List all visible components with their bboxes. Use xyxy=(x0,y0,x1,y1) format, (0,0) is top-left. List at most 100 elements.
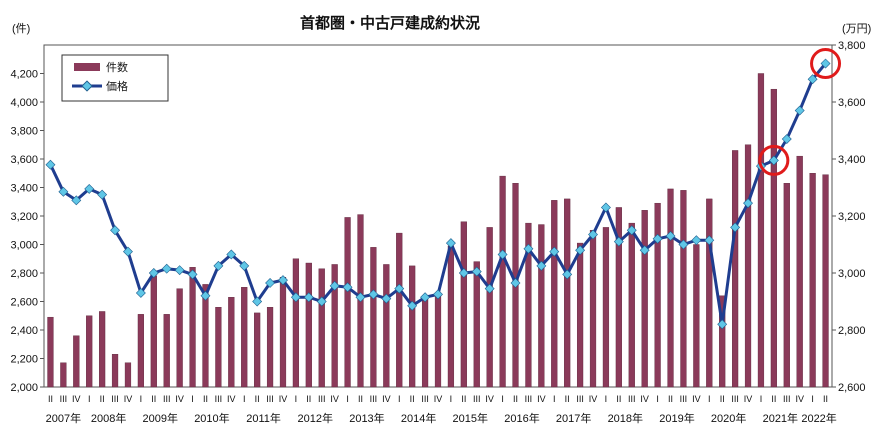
quarter-label: IV xyxy=(279,394,288,404)
bar xyxy=(719,295,726,388)
price-point xyxy=(665,231,676,241)
highlights xyxy=(758,48,842,176)
year-label: 2010年 xyxy=(194,411,229,425)
year-label: 2020年 xyxy=(711,411,746,425)
quarter-label: III xyxy=(783,394,791,404)
price-point xyxy=(433,289,443,300)
highlight-circle xyxy=(810,48,842,80)
quarter-label: IV xyxy=(382,394,391,404)
quarter-label: III xyxy=(421,394,429,404)
bar xyxy=(215,307,222,388)
quarter-label: III xyxy=(318,394,326,404)
right-axis-unit: (万円) xyxy=(842,23,871,35)
price-point xyxy=(536,260,547,271)
bar xyxy=(615,207,622,388)
quarter-label: II xyxy=(771,394,776,404)
quarter-label: I xyxy=(88,394,91,404)
quarter-label: I xyxy=(708,394,711,404)
year-label: 2021年 xyxy=(763,411,798,425)
price-point xyxy=(820,58,831,69)
year-label: 2012年 xyxy=(298,411,333,425)
quarter-label: I xyxy=(295,394,298,404)
quarter-label: III xyxy=(370,394,378,404)
right-tick-label: 3,000 xyxy=(838,268,866,280)
year-label: 2019年 xyxy=(659,411,694,425)
quarter-label: II xyxy=(151,394,156,404)
year-label: 2013年 xyxy=(349,411,384,425)
quarter-label: IV xyxy=(795,394,804,404)
price-point xyxy=(600,202,611,213)
quarter-label: IV xyxy=(227,394,236,404)
quarter-label: IV xyxy=(744,394,753,404)
quarter-label: I xyxy=(450,394,453,404)
quarter-label: I xyxy=(656,394,659,404)
price-point xyxy=(781,134,792,144)
left-tick-label: 3,600 xyxy=(10,154,38,166)
quarter-label: III xyxy=(111,394,119,404)
quarter-label: I xyxy=(191,394,194,404)
price-point xyxy=(84,183,95,194)
price-point xyxy=(523,243,534,254)
price-point xyxy=(303,292,314,303)
quarter-label: II xyxy=(513,394,518,404)
left-tick-label: 3,000 xyxy=(10,240,38,252)
price-point xyxy=(420,292,431,303)
quarter-label: III xyxy=(628,394,636,404)
price-point xyxy=(278,275,288,286)
bar xyxy=(383,264,390,388)
quarter-label: I xyxy=(140,394,143,404)
year-label: 2011年 xyxy=(246,411,281,425)
price-point xyxy=(265,278,276,288)
price-point xyxy=(717,319,728,330)
chart-title: 首都圏・中古戸建成約状況 xyxy=(300,14,480,32)
price-point xyxy=(730,222,741,233)
price-point xyxy=(342,282,353,293)
bar xyxy=(150,275,157,388)
quarter-label: III xyxy=(731,394,739,404)
quarter-label: I xyxy=(605,394,608,404)
bar xyxy=(564,198,571,388)
quarter-label: III xyxy=(60,394,68,404)
right-axis: 2,600 2,800 3,000 3,200 3,400 3,600 3,800 xyxy=(832,40,866,394)
bar xyxy=(693,244,700,388)
price-point xyxy=(200,290,211,301)
bar xyxy=(266,307,274,388)
price-point xyxy=(613,236,624,247)
year-label: 2007年 xyxy=(46,411,81,425)
price-point xyxy=(743,198,753,209)
year-label: 2015年 xyxy=(453,411,488,425)
quarter-label: IV xyxy=(330,394,339,404)
price-point xyxy=(187,269,198,280)
quarter-label: IV xyxy=(175,394,184,404)
quarter-label: III xyxy=(163,394,171,404)
price-point xyxy=(768,155,779,166)
bar xyxy=(124,362,132,388)
price-point xyxy=(381,293,392,304)
quarter-label: IV xyxy=(434,394,443,404)
bar xyxy=(254,312,261,388)
price-point xyxy=(471,266,482,277)
quarter-label: I xyxy=(811,394,814,404)
highlight-circle xyxy=(758,144,790,176)
quarter-label: II xyxy=(48,394,53,404)
price-point xyxy=(458,268,469,278)
price-point xyxy=(329,280,340,291)
quarter-label: II xyxy=(410,394,415,404)
line-series xyxy=(45,58,831,330)
price-point xyxy=(252,296,263,307)
left-tick-label: 2,200 xyxy=(10,354,38,366)
bar xyxy=(654,202,661,388)
left-tick-label: 4,000 xyxy=(10,97,38,109)
quarter-label: I xyxy=(553,394,556,404)
quarter-label: IV xyxy=(692,394,701,404)
right-tick-label: 3,200 xyxy=(838,211,866,223)
bar xyxy=(602,227,610,388)
bar xyxy=(189,267,196,388)
left-tick-label: 2,000 xyxy=(10,382,38,394)
bar xyxy=(111,354,119,388)
bar xyxy=(370,247,377,388)
bar xyxy=(228,297,235,388)
right-tick-label: 3,400 xyxy=(838,154,866,166)
quarter-label: III xyxy=(266,394,274,404)
